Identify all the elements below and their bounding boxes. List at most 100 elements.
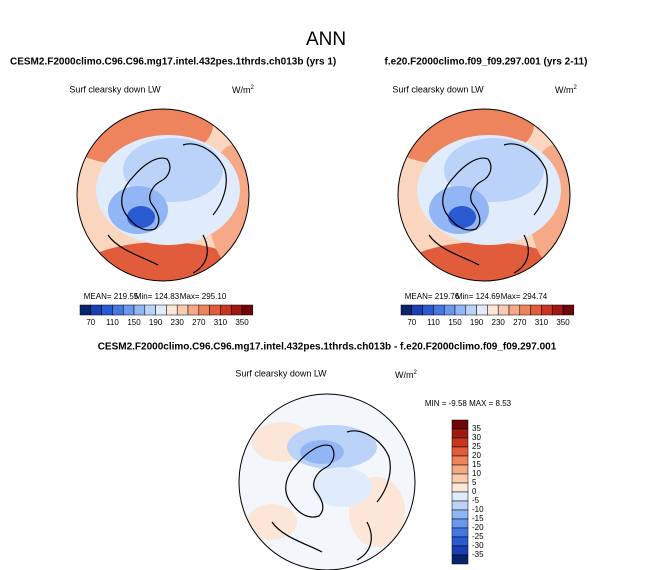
stat-text: MEAN= 219.76 (405, 292, 460, 301)
diff-stats: MIN = -9.58 MAX = 8.53 (425, 399, 512, 408)
colorbar-box (443, 304, 456, 316)
units-label: W/m2 (555, 85, 578, 96)
colorbar-box (451, 518, 469, 529)
colorbar-box (451, 428, 469, 439)
cold-region (127, 206, 155, 228)
colorbar-label: 15 (472, 460, 481, 469)
colorbar-box (166, 304, 178, 316)
variable-label: Surf clearsky down LW (69, 84, 161, 94)
map-border (397, 108, 571, 282)
stat-text: Max= 295.10 (180, 292, 227, 301)
colorbar-box (230, 304, 243, 316)
colorbar-box (487, 304, 499, 316)
colorbar-label: -20 (472, 523, 484, 532)
variable-label: Surf clearsky down LW (235, 368, 327, 378)
colorbar-box (451, 491, 469, 502)
colorbar-label: 0 (472, 487, 477, 496)
colorbar-box (400, 304, 413, 316)
colorbar-box (433, 304, 445, 316)
colorbar-box (122, 304, 135, 316)
colorbar-box (187, 304, 200, 316)
colorbar-box (451, 509, 469, 520)
panel-title: f.e20.F2000climo.f09_f09.297.001 (yrs 2-… (385, 57, 588, 68)
colorbar-label: 35 (472, 424, 481, 433)
colorbar-label: 5 (472, 478, 477, 487)
units: W/m (555, 85, 574, 95)
polar-map (398, 109, 570, 281)
colorbar-box (176, 304, 189, 316)
colorbar-box (562, 304, 575, 316)
colorbar-box (451, 419, 469, 430)
units-label: W/m2 (232, 85, 255, 96)
colorbar-label: 150 (127, 318, 141, 327)
colorbar-box (144, 304, 156, 316)
colorbar-box (209, 304, 221, 316)
neg-region (300, 440, 344, 464)
colorbar-box (451, 455, 469, 466)
colorbar-label: 20 (472, 451, 481, 460)
cool-region (444, 138, 544, 202)
colorbar-label: 230 (492, 318, 506, 327)
units-power: 2 (251, 85, 255, 91)
colorbar-box (90, 304, 102, 316)
colorbar-label: 110 (106, 318, 119, 327)
colorbar-box (411, 304, 423, 316)
coastline (271, 430, 391, 561)
colorbar-box (451, 536, 469, 547)
colorbar-label: -15 (472, 514, 484, 523)
colorbar-label: 310 (535, 318, 549, 327)
colorbar-label: 70 (407, 318, 416, 327)
colorbar-label: 190 (149, 318, 163, 327)
colorbar-label: 350 (235, 318, 249, 327)
map-border (238, 393, 416, 570)
panel-title: CESM2.F2000climo.C96.C96.mg17.intel.432p… (10, 57, 336, 68)
polar-map (239, 394, 415, 570)
coastline (107, 143, 227, 274)
figure-title: ANN (306, 29, 346, 50)
colorbar-box (451, 437, 469, 448)
colorbar-label: 70 (86, 318, 95, 327)
colorbar-box (79, 304, 92, 316)
colorbar-box (465, 304, 477, 316)
colorbar-label: 350 (556, 318, 570, 327)
units: W/m (232, 85, 251, 95)
colorbar-label: -35 (472, 550, 484, 559)
colorbar-box (451, 464, 469, 475)
colorbar-box (451, 446, 469, 457)
colorbar-box (497, 304, 510, 316)
coastline (428, 143, 548, 274)
polar-map (77, 109, 249, 281)
colorbar-label: 230 (171, 318, 185, 327)
colorbar-label: 110 (427, 318, 440, 327)
colorbar-box (451, 545, 469, 556)
stat-text: Min= 124.69 (456, 292, 501, 301)
colorbar-box (541, 304, 553, 316)
colorbar-label: 10 (472, 469, 481, 478)
colorbar-label: 310 (214, 318, 228, 327)
units-power: 2 (574, 85, 578, 91)
colorbar-box (451, 482, 469, 493)
colorbar-box (476, 304, 488, 316)
colorbar-box (551, 304, 564, 316)
units-label: W/m2 (395, 370, 418, 381)
colorbar-box (519, 304, 531, 316)
colorbar-box (530, 304, 542, 316)
colorbar-box (451, 473, 469, 484)
colorbar-label: 150 (448, 318, 462, 327)
stat-text: Max= 294.74 (501, 292, 548, 301)
panel-title: CESM2.F2000climo.C96.C96.mg17.intel.432p… (98, 342, 557, 353)
map-border (76, 108, 250, 282)
warm-region (398, 242, 570, 281)
units-power: 2 (414, 370, 418, 376)
colorbar-box (451, 527, 469, 538)
colorbar-label: 25 (472, 442, 481, 451)
warm-region (77, 242, 249, 281)
colorbar-box (422, 304, 434, 316)
cold-region (448, 206, 476, 228)
colorbar-box (451, 500, 469, 511)
stat-text: MEAN= 219.55 (84, 292, 139, 301)
colorbar-box (508, 304, 521, 316)
colorbar-label: 190 (470, 318, 484, 327)
colorbar-box (451, 554, 469, 565)
